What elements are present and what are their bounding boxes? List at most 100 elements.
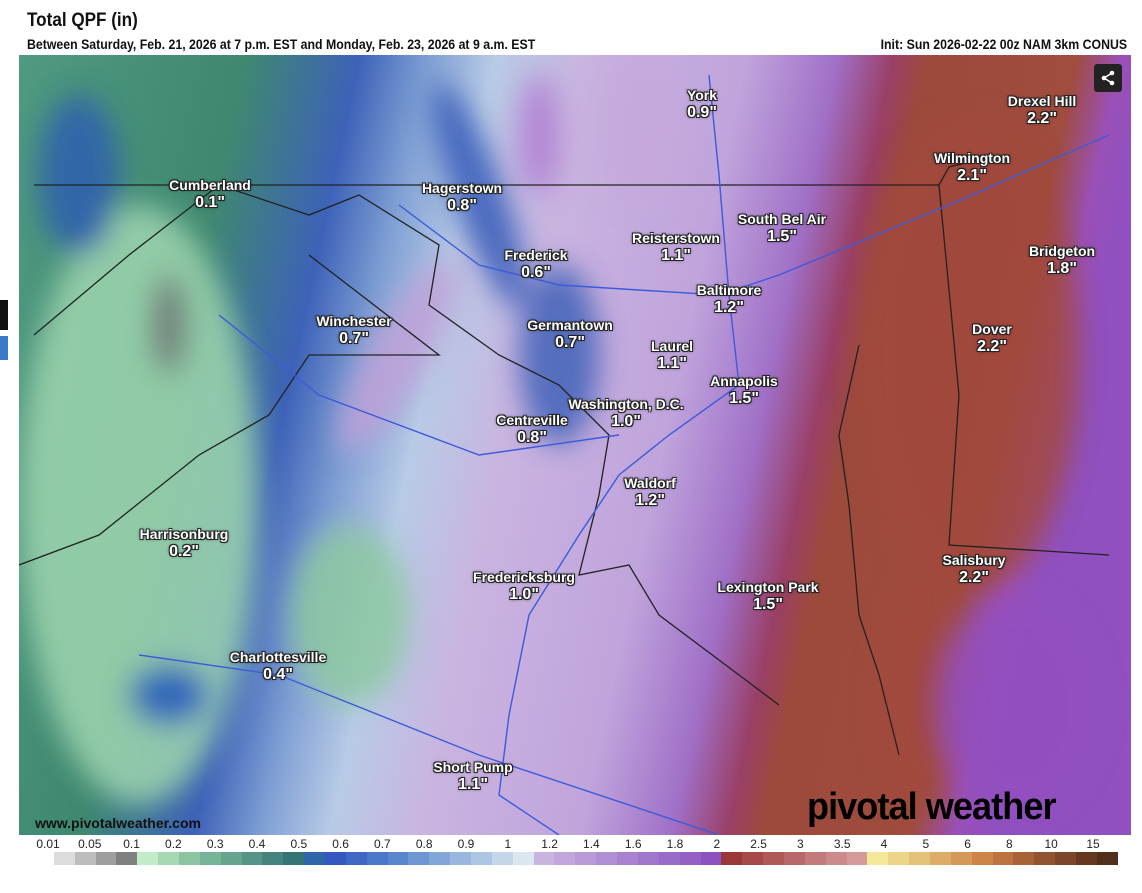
legend-swatch [637, 852, 659, 865]
city-qpf-value: 1.0" [509, 586, 539, 603]
city-label: Salisbury 2.2" [942, 552, 1005, 586]
city-qpf-value: 1.8" [1047, 260, 1077, 277]
legend-swatch [617, 852, 638, 865]
share-button[interactable] [1094, 64, 1122, 92]
legend-swatch [345, 852, 367, 865]
city-qpf-value: 2.2" [977, 338, 1007, 355]
legend-swatch [575, 852, 597, 865]
city-qpf-value: 0.7" [339, 330, 369, 347]
city-qpf-value: 1.1" [661, 247, 691, 264]
legend-tick-label: 3 [797, 837, 804, 851]
legend-swatch [1075, 852, 1097, 865]
legend-swatch [721, 852, 743, 865]
city-name: Bridgeton [1028, 243, 1096, 259]
city-label: Short Pump 1.1" [433, 759, 512, 793]
legend-tick-label: 8 [1006, 837, 1013, 851]
city-qpf-value: 1.2" [635, 492, 665, 509]
legend-tick-label: 0.9 [457, 837, 475, 851]
legend-swatch [53, 852, 75, 865]
legend-tick-label: 0.7 [374, 837, 391, 851]
legend-swatch [1013, 852, 1035, 865]
city-name: Annapolis [710, 373, 778, 389]
city-label: Waldorf 1.2" [624, 475, 676, 509]
city-name: Fredericksburg [473, 569, 575, 585]
city-name: Short Pump [433, 759, 513, 775]
legend-swatch [95, 852, 117, 865]
legend-tick-label: 1.2 [541, 837, 558, 851]
legend-tick-label: 2.5 [750, 837, 767, 851]
city-name: Lexington Park [717, 579, 819, 595]
city-qpf-value: 1.5" [767, 228, 797, 245]
legend-swatch [387, 852, 409, 865]
legend-swatch [742, 852, 764, 865]
legend-tick-label: 0.6 [332, 837, 349, 851]
precip-map[interactable]: York 0.9" Drexel Hill 2.2" Wilmington 2.1" Cum… [19, 55, 1131, 835]
highways [138, 74, 1110, 835]
legend-tick-label: 1.6 [624, 837, 642, 851]
chart-title: Total QPF (in) [27, 10, 138, 31]
legend-swatch [846, 852, 868, 865]
model-init: Init: Sun 2026-02-22 00z NAM 3km CONUS [880, 36, 1127, 52]
legend-swatch [450, 852, 472, 865]
legend-swatch [491, 852, 513, 865]
legend-tick-label: 1.8 [666, 837, 684, 851]
legend-swatch [304, 852, 326, 865]
legend-tick-label: 0.2 [165, 837, 182, 851]
legend-tick-label: 10 [1044, 837, 1058, 851]
city-name: Waldorf [624, 475, 676, 491]
city-label: Harrisonburg 0.2" [140, 526, 229, 560]
city-label: Reisterstown 1.1" [632, 230, 720, 264]
city-qpf-value: 0.7" [555, 334, 585, 351]
city-qpf-value: 1.5" [729, 390, 759, 407]
city-name: Frederick [504, 247, 568, 263]
city-qpf-value: 0.8" [447, 197, 477, 214]
city-label: Washington, D.C. 1.0" [568, 396, 683, 430]
legend-swatch [763, 852, 784, 865]
legend-tick-label: 0.3 [206, 837, 224, 851]
legend-swatch [888, 852, 910, 865]
city-name: Wilmington [933, 150, 1011, 166]
city-label: Winchester 0.7" [316, 313, 391, 347]
legend-swatch [408, 852, 430, 865]
city-label: Fredericksburg 1.0" [473, 569, 575, 603]
legend-swatch [262, 852, 284, 865]
legend-swatch [1034, 852, 1056, 865]
city-label: Charlottesville 0.4" [230, 649, 326, 683]
city-name: Laurel [650, 338, 694, 354]
city-label: Cumberland 0.1" [169, 177, 251, 211]
city-qpf-value: 0.6" [521, 264, 551, 281]
city-name: South Bel Air [737, 211, 827, 227]
legend-tick-label: 0.01 [36, 837, 60, 851]
city-label: Dover 2.2" [972, 321, 1012, 355]
city-label: Hagerstown 0.8" [422, 180, 502, 214]
share-icon [1101, 70, 1115, 86]
legend-swatch [804, 852, 826, 865]
legend-tick-label: 3.5 [833, 837, 851, 851]
legend-tick-label: 1.4 [583, 837, 600, 851]
city-label: Wilmington 2.1" [934, 150, 1010, 184]
city-name: Centreville [496, 412, 568, 428]
legend-swatch [533, 852, 555, 865]
city-qpf-value: 2.1" [957, 167, 987, 184]
city-label: South Bel Air 1.5" [738, 211, 826, 245]
city-qpf-value: 0.4" [263, 666, 293, 683]
legend-colorbar [33, 852, 1118, 865]
city-label: Frederick 0.6" [504, 247, 567, 281]
legend-tick-label: 15 [1086, 837, 1100, 851]
city-name: Cumberland [169, 177, 251, 193]
city-name: Salisbury [942, 552, 1006, 568]
legend-swatch [137, 852, 159, 865]
legend-swatch [658, 852, 680, 865]
city-qpf-value: 1.1" [657, 355, 687, 372]
legend-swatch [1096, 852, 1118, 865]
city-label: Annapolis 1.5" [710, 373, 778, 407]
state-borders [19, 154, 1110, 756]
legend-swatch [179, 852, 200, 865]
city-label: Baltimore 1.2" [697, 282, 762, 316]
legend-tick-label: 6 [964, 837, 971, 851]
legend-tick-label: 2 [713, 837, 721, 851]
city-label: Lexington Park 1.5" [717, 579, 818, 613]
city-name: Hagerstown [421, 180, 503, 196]
legend-swatch [366, 852, 388, 865]
legend-tick-label: 0.5 [290, 837, 308, 851]
